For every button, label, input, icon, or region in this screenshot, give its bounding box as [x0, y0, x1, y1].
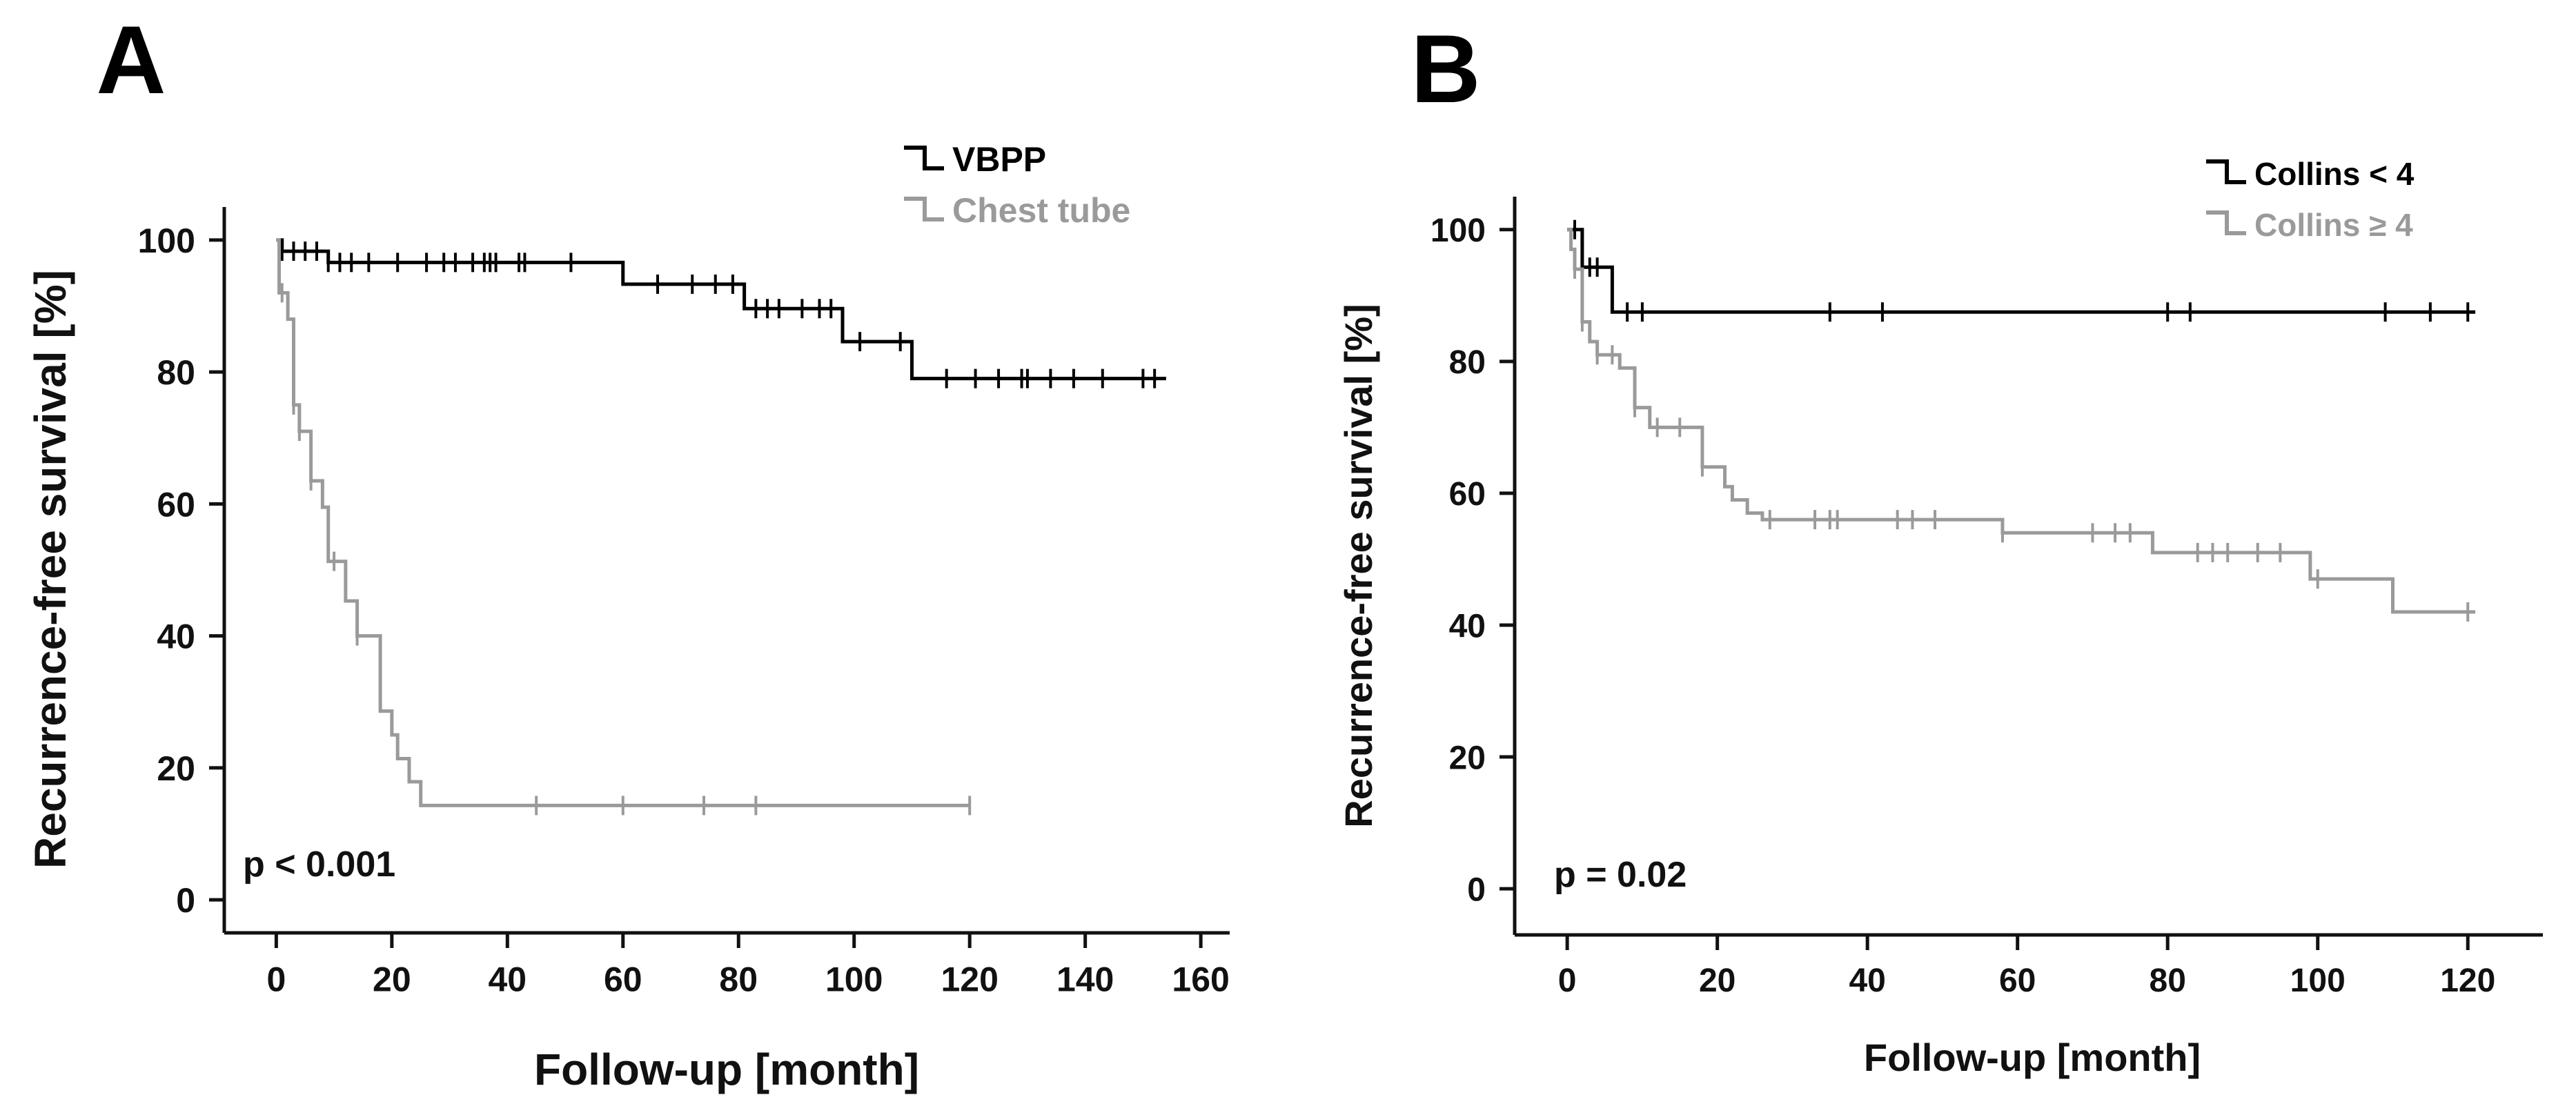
- y-tick-label: 80: [157, 353, 195, 392]
- x-tick-label: 80: [2150, 963, 2186, 999]
- panel-letter: B: [1410, 14, 1480, 123]
- x-tick-label: 100: [825, 960, 883, 999]
- panel-letter: A: [96, 6, 166, 114]
- x-tick-label: 20: [373, 960, 411, 999]
- legend-label: Collins ≥ 4: [2254, 207, 2413, 243]
- x-tick-label: 0: [266, 960, 286, 999]
- p-value-annotation: p < 0.001: [243, 845, 395, 885]
- legend-line-symbol: [2206, 159, 2246, 184]
- x-tick-label: 60: [604, 960, 642, 999]
- y-tick-label: 80: [1449, 344, 1486, 381]
- y-tick-label: 60: [157, 485, 195, 524]
- y-tick-label: 100: [1430, 213, 1486, 249]
- x-tick-label: 160: [1172, 960, 1229, 999]
- y-tick-label: 100: [138, 221, 195, 260]
- x-tick-label: 60: [1999, 963, 2036, 999]
- y-tick-label: 60: [1449, 476, 1486, 513]
- legend-line-symbol: [2206, 210, 2246, 235]
- survival-curve-black: [1567, 228, 2476, 314]
- y-tick-label: 0: [1467, 871, 1486, 908]
- y-tick-label: 20: [1449, 740, 1486, 776]
- panel-a: A 0 20 40 60 80 100 0 20 40 60 80 100 120 140 160 Follow…: [26, 6, 1230, 1094]
- survival-curve-gray: [1567, 228, 2476, 614]
- survival-curve-gray: [276, 238, 970, 807]
- x-tick-label: 140: [1056, 960, 1114, 999]
- survival-curve-black: [276, 238, 1166, 381]
- x-tick-label: 20: [1699, 963, 1736, 999]
- x-tick-label: 40: [1849, 963, 1885, 999]
- y-tick-label: 0: [176, 881, 195, 920]
- p-value-annotation: p = 0.02: [1554, 855, 1687, 895]
- y-tick-label: 20: [157, 749, 195, 788]
- legend-line-symbol: [904, 146, 944, 170]
- legend-label: Chest tube: [952, 191, 1130, 230]
- x-tick-label: 0: [1558, 963, 1577, 999]
- x-tick-label: 120: [941, 960, 998, 999]
- legend-label: VBPP: [952, 140, 1046, 179]
- legend-label: Collins < 4: [2254, 156, 2415, 192]
- y-tick-label: 40: [1449, 608, 1486, 644]
- x-tick-label: 100: [2290, 963, 2346, 999]
- x-tick-label: 120: [2440, 963, 2495, 999]
- y-axis-label: Recurrence-free survival [%]: [26, 270, 75, 869]
- x-axis-label: Follow-up [month]: [534, 1045, 919, 1094]
- x-tick-label: 40: [488, 960, 527, 999]
- panel-b: B 0 20 40 60 80 100 0 20 40 60 80 100 120 Follow-up [m…: [1337, 14, 2543, 1079]
- y-tick-label: 40: [157, 618, 195, 656]
- legend-line-symbol: [904, 197, 944, 221]
- x-tick-label: 80: [719, 960, 758, 999]
- y-axis-label: Recurrence-free survival [%]: [1337, 304, 1380, 827]
- x-axis-label: Follow-up [month]: [1864, 1036, 2201, 1079]
